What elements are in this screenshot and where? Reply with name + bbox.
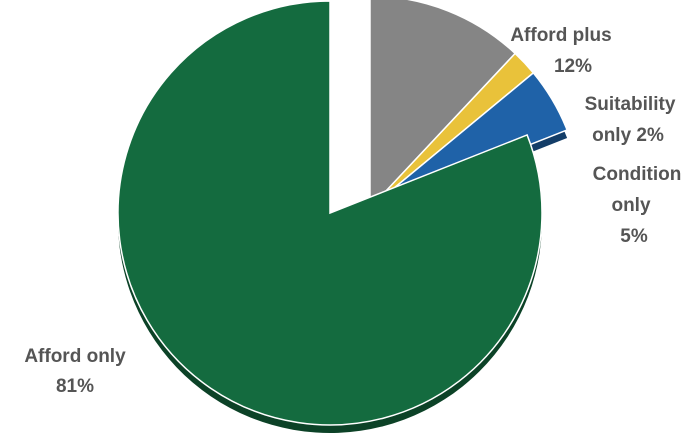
- label-afford-plus-line-1: 12%: [554, 56, 592, 77]
- slice-afford-only: [117, 0, 543, 426]
- label-condition-only-line-1: only: [611, 195, 650, 216]
- label-afford-plus-line-0: Afford plus: [510, 25, 611, 46]
- label-condition-only-line-2: 5%: [620, 226, 648, 247]
- label-afford-only-line-0: Afford only: [24, 346, 126, 367]
- pie-slices: [117, 0, 569, 433]
- slice-afford-plus: [369, 0, 517, 210]
- label-suitability-only-line-0: Suitability: [585, 94, 676, 115]
- label-suitability-only-line-1: only 2%: [592, 125, 664, 146]
- label-condition-only-line-0: Condition: [593, 164, 682, 185]
- slice-condition-only: [369, 71, 569, 209]
- label-afford-only-line-1: 81%: [56, 376, 94, 397]
- slice-labels: Afford only 81% Afford plus 12% Suitability o…: [24, 25, 681, 397]
